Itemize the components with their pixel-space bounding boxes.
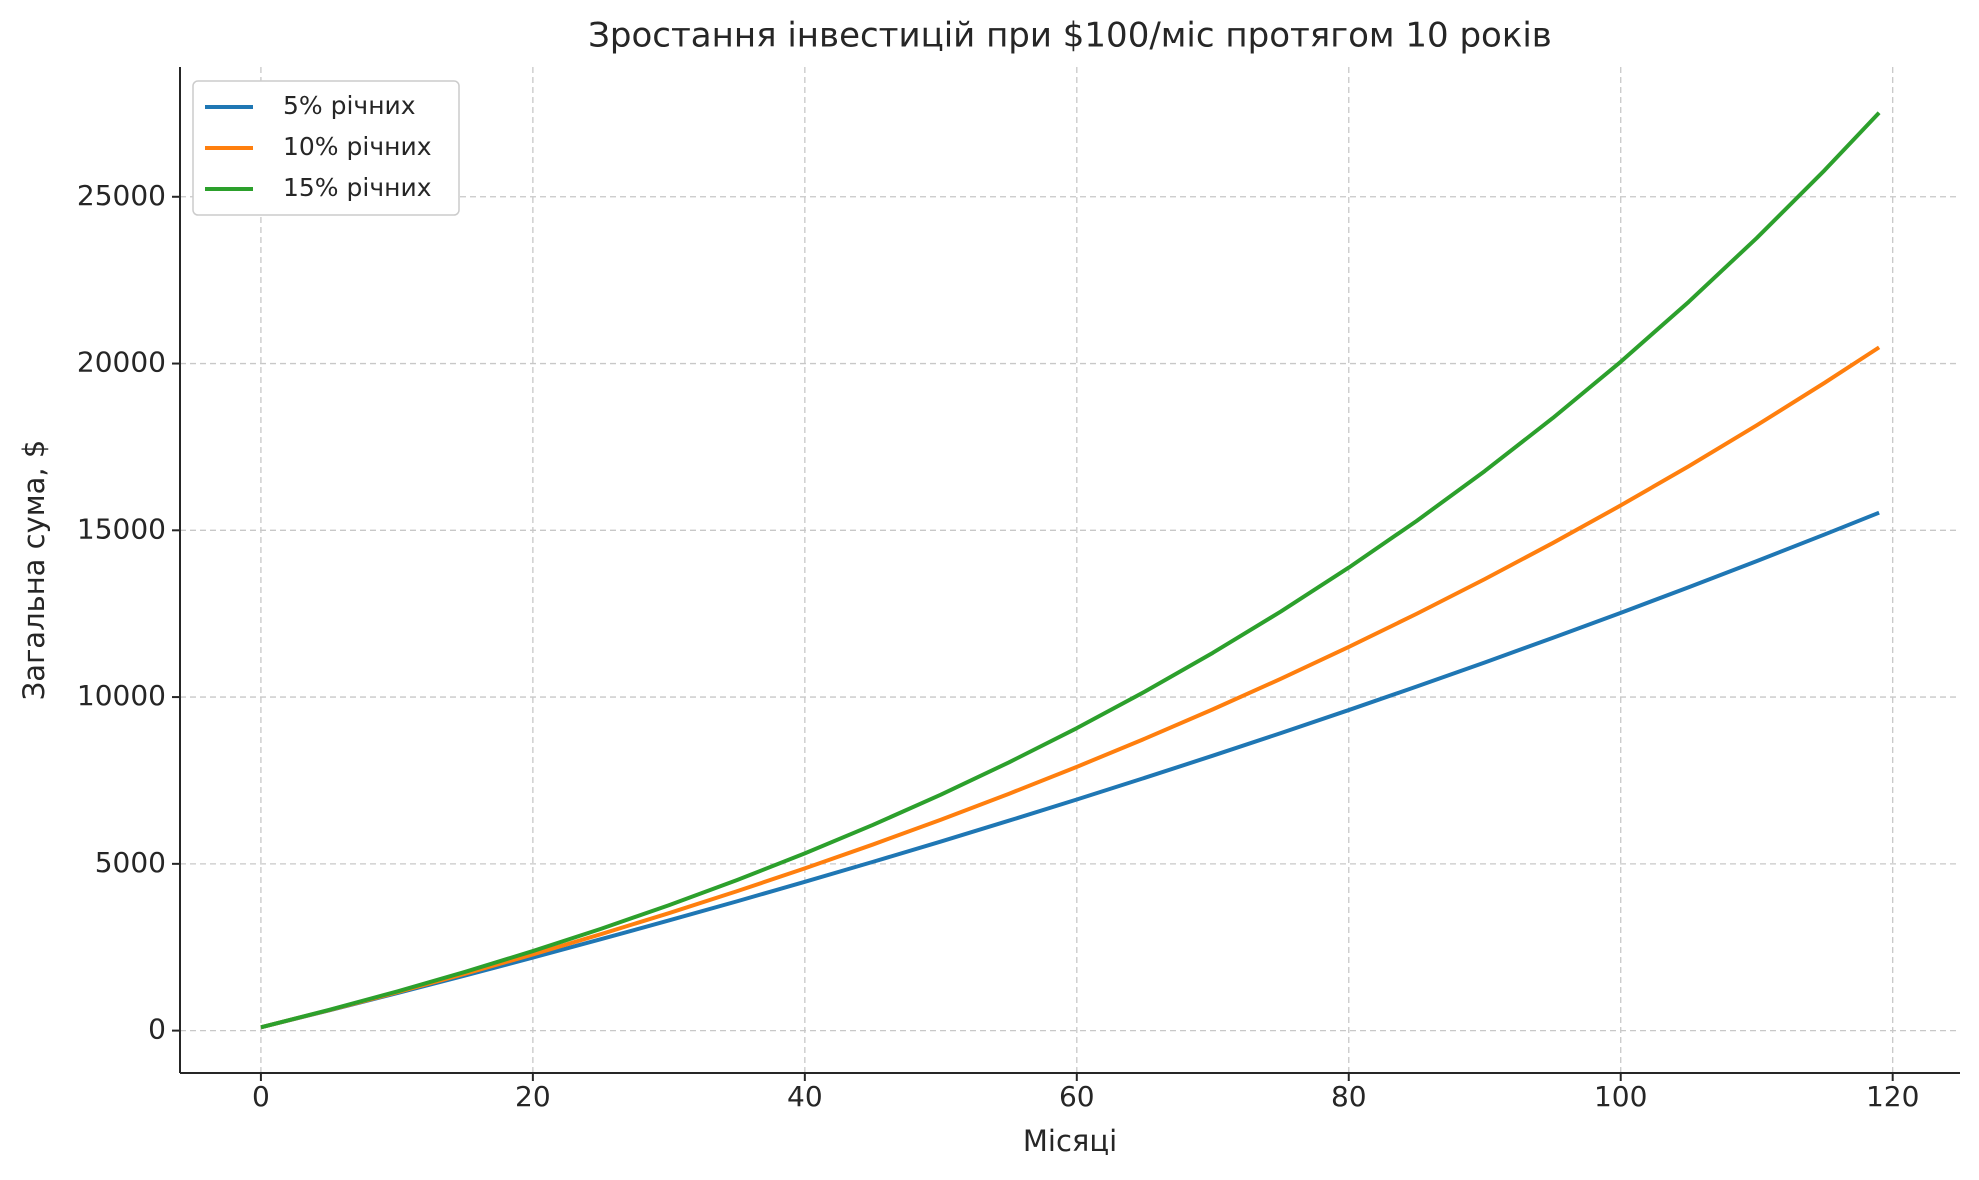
legend-label: 10% річних	[283, 132, 432, 161]
x-tick-label: 20	[515, 1080, 551, 1113]
y-tick-label: 0	[148, 1013, 166, 1046]
data-line	[260, 111, 1881, 1030]
y-tick-label: 10000	[77, 679, 166, 712]
x-tick-label: 80	[1331, 1080, 1367, 1113]
legend-label: 15% річних	[283, 173, 432, 202]
chart-title: Зростання інвестицій при $100/міс протяг…	[588, 16, 1552, 56]
x-tick-label: 40	[787, 1080, 823, 1113]
data-line	[260, 345, 1881, 1030]
legend-box	[192, 80, 460, 216]
x-tick-label: 0	[252, 1080, 270, 1113]
x-tick-label: 100	[1594, 1080, 1647, 1113]
y-tick-label: 5000	[95, 846, 166, 879]
y-axis-label: Загальна сума, $	[17, 440, 51, 701]
y-tick-label: 15000	[77, 512, 166, 545]
x-tick-label: 120	[1866, 1080, 1919, 1113]
x-tick-label: 60	[1059, 1080, 1095, 1113]
y-tick-label: 25000	[77, 179, 166, 212]
x-axis-label: Місяці	[1023, 1124, 1117, 1158]
legend: 5% річних 10% річних 15% річних	[192, 80, 460, 216]
legend-label: 5% річних	[283, 91, 416, 120]
y-tick-label: 20000	[77, 346, 166, 379]
data-line	[260, 510, 1880, 1030]
